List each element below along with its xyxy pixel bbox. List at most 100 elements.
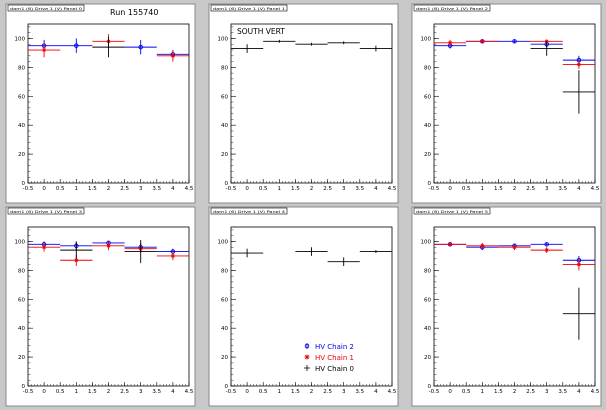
x-tick-label: 4	[577, 389, 581, 395]
data-point	[124, 39, 157, 55]
series-chain0	[562, 287, 595, 340]
data-point	[263, 39, 296, 43]
y-tick-label: 0	[225, 181, 229, 187]
x-tick-label: 0.5	[56, 186, 65, 192]
x-tick-label: 2.5	[323, 186, 332, 192]
series-chain1	[434, 242, 595, 271]
panel-title: dam1 (6) Drive 1 (V) Panel 0	[10, 7, 83, 11]
y-tick-label: 60	[221, 94, 228, 100]
marker-circle	[544, 242, 549, 247]
y-tick-label: 100	[421, 36, 432, 42]
y-tick-label: 100	[15, 36, 26, 42]
x-tick-label: 3	[342, 186, 346, 192]
y-tick-label: 0	[225, 384, 229, 390]
y-tick-label: 80	[424, 268, 431, 274]
panel-title: dam1 (6) Drive 1 (V) Panel 3	[10, 210, 82, 214]
x-tick-label: 4.5	[388, 389, 397, 395]
x-tick-label: 4	[577, 186, 581, 192]
marker-circle	[138, 44, 143, 50]
marker-star	[576, 62, 581, 67]
title-box-frame	[7, 207, 85, 215]
marker-star	[480, 39, 485, 44]
x-tick-label: 1	[278, 186, 282, 192]
y-tick-label: 60	[424, 94, 431, 100]
pad-frame	[208, 3, 399, 204]
x-tick-label: 0	[448, 389, 452, 395]
series-chain0	[530, 41, 595, 114]
y-tick-label: 100	[421, 239, 432, 245]
x-tick-label: 0.5	[259, 186, 268, 192]
x-tick-label: 2.5	[120, 186, 129, 192]
panel-title-box: dam1 (6) Drive 1 (V) Panel 2	[413, 4, 491, 12]
y-tick-label: 0	[428, 384, 432, 390]
legend-label: HV Chain 0	[315, 365, 354, 373]
run-label: Run 155740	[110, 8, 158, 17]
y-tick-label: 20	[18, 355, 25, 361]
x-tick-label: 1.5	[291, 389, 300, 395]
data-point	[156, 50, 189, 62]
panel-title-box: dam1 (6) Drive 1 (V) Panel 0	[7, 4, 85, 12]
y-tick-label: 100	[218, 239, 229, 245]
data-point	[562, 60, 595, 69]
y-tick-label: 40	[18, 326, 25, 332]
data-point	[466, 39, 499, 44]
x-tick-label: 1.5	[494, 389, 503, 395]
panel-title-box: dam1 (6) Drive 1 (V) Panel 3	[7, 207, 85, 215]
marker-star	[512, 245, 517, 250]
x-tick-label: 3	[545, 186, 549, 192]
marker-star	[106, 243, 111, 248]
x-tick-label: 4.5	[185, 186, 194, 192]
x-tick-label: 0.5	[259, 389, 268, 395]
x-tick-label: -0.5	[23, 186, 34, 192]
chart-panel-5: dam1 (6) Drive 1 (V) Panel 5-0.5 0 0.5 1 1.5…	[411, 206, 602, 407]
legend-marker	[304, 354, 310, 360]
y-tick-label: 40	[424, 326, 431, 332]
x-tick-label: 0	[448, 186, 452, 192]
legend: HV Chain 2 HV Chain 1 HV Chain 0	[304, 343, 354, 373]
data-point	[60, 38, 93, 53]
data-point	[498, 244, 531, 251]
x-tick-label: 0.5	[462, 389, 471, 395]
x-tick-label: 0	[42, 389, 46, 395]
x-tick-label: 4	[171, 389, 175, 395]
data-point	[60, 241, 93, 259]
title-box-frame	[7, 4, 85, 12]
x-tick-label: 2	[107, 389, 111, 395]
chart-panel-2: dam1 (6) Drive 1 (V) Panel 2-0.5 0 0.5 1 1.5…	[411, 3, 602, 204]
y-tick-label: 60	[424, 297, 431, 303]
y-tick-label: 0	[428, 181, 432, 187]
marker-star	[448, 242, 453, 247]
data-point	[295, 42, 328, 46]
marker-star	[74, 258, 79, 263]
x-tick-label: 4.5	[185, 389, 194, 395]
x-tick-label: 2	[513, 186, 517, 192]
x-tick-label: -0.5	[226, 186, 237, 192]
pad-frame	[411, 206, 602, 407]
data-point	[434, 242, 467, 247]
x-tick-label: 1.5	[494, 186, 503, 192]
data-point	[28, 42, 61, 58]
x-tick-label: 2	[513, 389, 517, 395]
x-tick-label: 3	[545, 389, 549, 395]
x-tick-label: 1	[278, 389, 282, 395]
data-point	[156, 251, 189, 261]
panel-title: dam1 (6) Drive 1 (V) Panel 1	[213, 7, 285, 11]
title-box-frame	[413, 4, 491, 12]
x-tick-label: 2.5	[120, 389, 129, 395]
marker-star	[170, 53, 175, 58]
x-tick-label: 4	[374, 389, 378, 395]
data-point	[231, 44, 264, 53]
y-tick-label: 20	[221, 355, 228, 361]
chart-panel-3: dam1 (6) Drive 1 (V) Panel 3-0.5 0 0.5 1 1.5…	[5, 206, 196, 407]
y-tick-label: 80	[18, 65, 25, 71]
data-point	[562, 70, 595, 114]
data-point	[327, 41, 360, 45]
y-tick-label: 80	[221, 268, 228, 274]
y-tick-label: 40	[18, 123, 25, 129]
legend-label: HV Chain 2	[315, 343, 354, 351]
y-tick-label: 60	[18, 94, 25, 100]
x-tick-label: 4.5	[591, 186, 600, 192]
x-tick-label: 0.5	[56, 389, 65, 395]
x-tick-label: 3.5	[558, 186, 567, 192]
